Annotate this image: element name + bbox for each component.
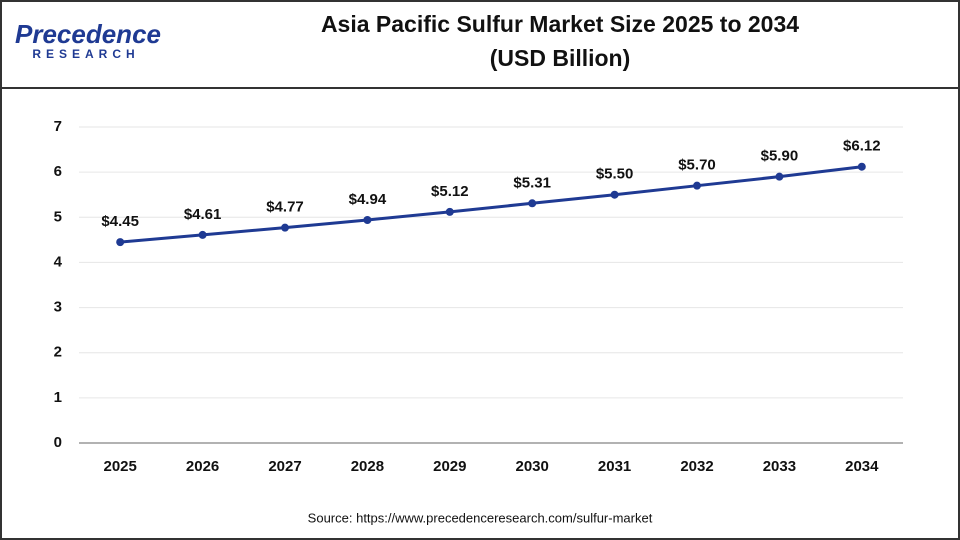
point xyxy=(281,223,289,232)
line xyxy=(120,165,862,244)
x-tick-label: 2033 xyxy=(763,458,796,475)
value-label: $5.12 xyxy=(431,183,469,200)
point xyxy=(116,238,125,247)
value-label: $6.12 xyxy=(843,138,881,155)
x-tick-label: 2027 xyxy=(268,458,301,475)
x-tick-label: 2030 xyxy=(516,458,549,475)
chart-subtitle: (USD Billion) xyxy=(490,45,631,71)
point xyxy=(775,172,784,181)
x-tick-label: 2025 xyxy=(104,458,137,475)
x-tick-label: 2028 xyxy=(351,458,384,475)
value-label: $4.94 xyxy=(349,191,387,208)
logo-name: Precedence xyxy=(15,19,161,49)
point xyxy=(610,190,619,199)
x-tick-label: 2034 xyxy=(845,458,879,475)
y-tick-label: 4 xyxy=(54,253,63,270)
y-tick-label: 6 xyxy=(54,163,62,180)
y-tick-label: 2 xyxy=(54,344,62,361)
value-label: $5.31 xyxy=(513,174,551,191)
y-tick-label: 1 xyxy=(54,389,62,406)
point xyxy=(363,215,372,224)
point xyxy=(445,207,454,216)
value-label: $5.50 xyxy=(596,166,634,183)
value-label: $4.45 xyxy=(101,213,139,230)
y-tick-label: 7 xyxy=(54,118,62,135)
value-label: $4.61 xyxy=(184,206,222,223)
value-label: $4.77 xyxy=(266,199,304,216)
value-label: $5.70 xyxy=(678,157,716,174)
y-tick-label: 0 xyxy=(54,434,62,451)
logo-tagline: RESEARCH xyxy=(32,47,139,61)
point xyxy=(857,162,866,171)
y-tick-label: 3 xyxy=(54,299,62,316)
point xyxy=(528,199,537,208)
x-tick-label: 2031 xyxy=(598,458,631,475)
x-tick-label: 2026 xyxy=(186,458,219,475)
source: Source: https://www.precedenceresearch.c… xyxy=(308,510,653,525)
x-tick-label: 2032 xyxy=(680,458,713,475)
x-tick-label: 2029 xyxy=(433,458,466,475)
chart-title: Asia Pacific Sulfur Market Size 2025 to … xyxy=(321,11,799,37)
point xyxy=(693,181,701,190)
value-label: $5.90 xyxy=(761,148,799,165)
y-tick-label: 5 xyxy=(54,208,62,225)
point xyxy=(198,230,207,239)
